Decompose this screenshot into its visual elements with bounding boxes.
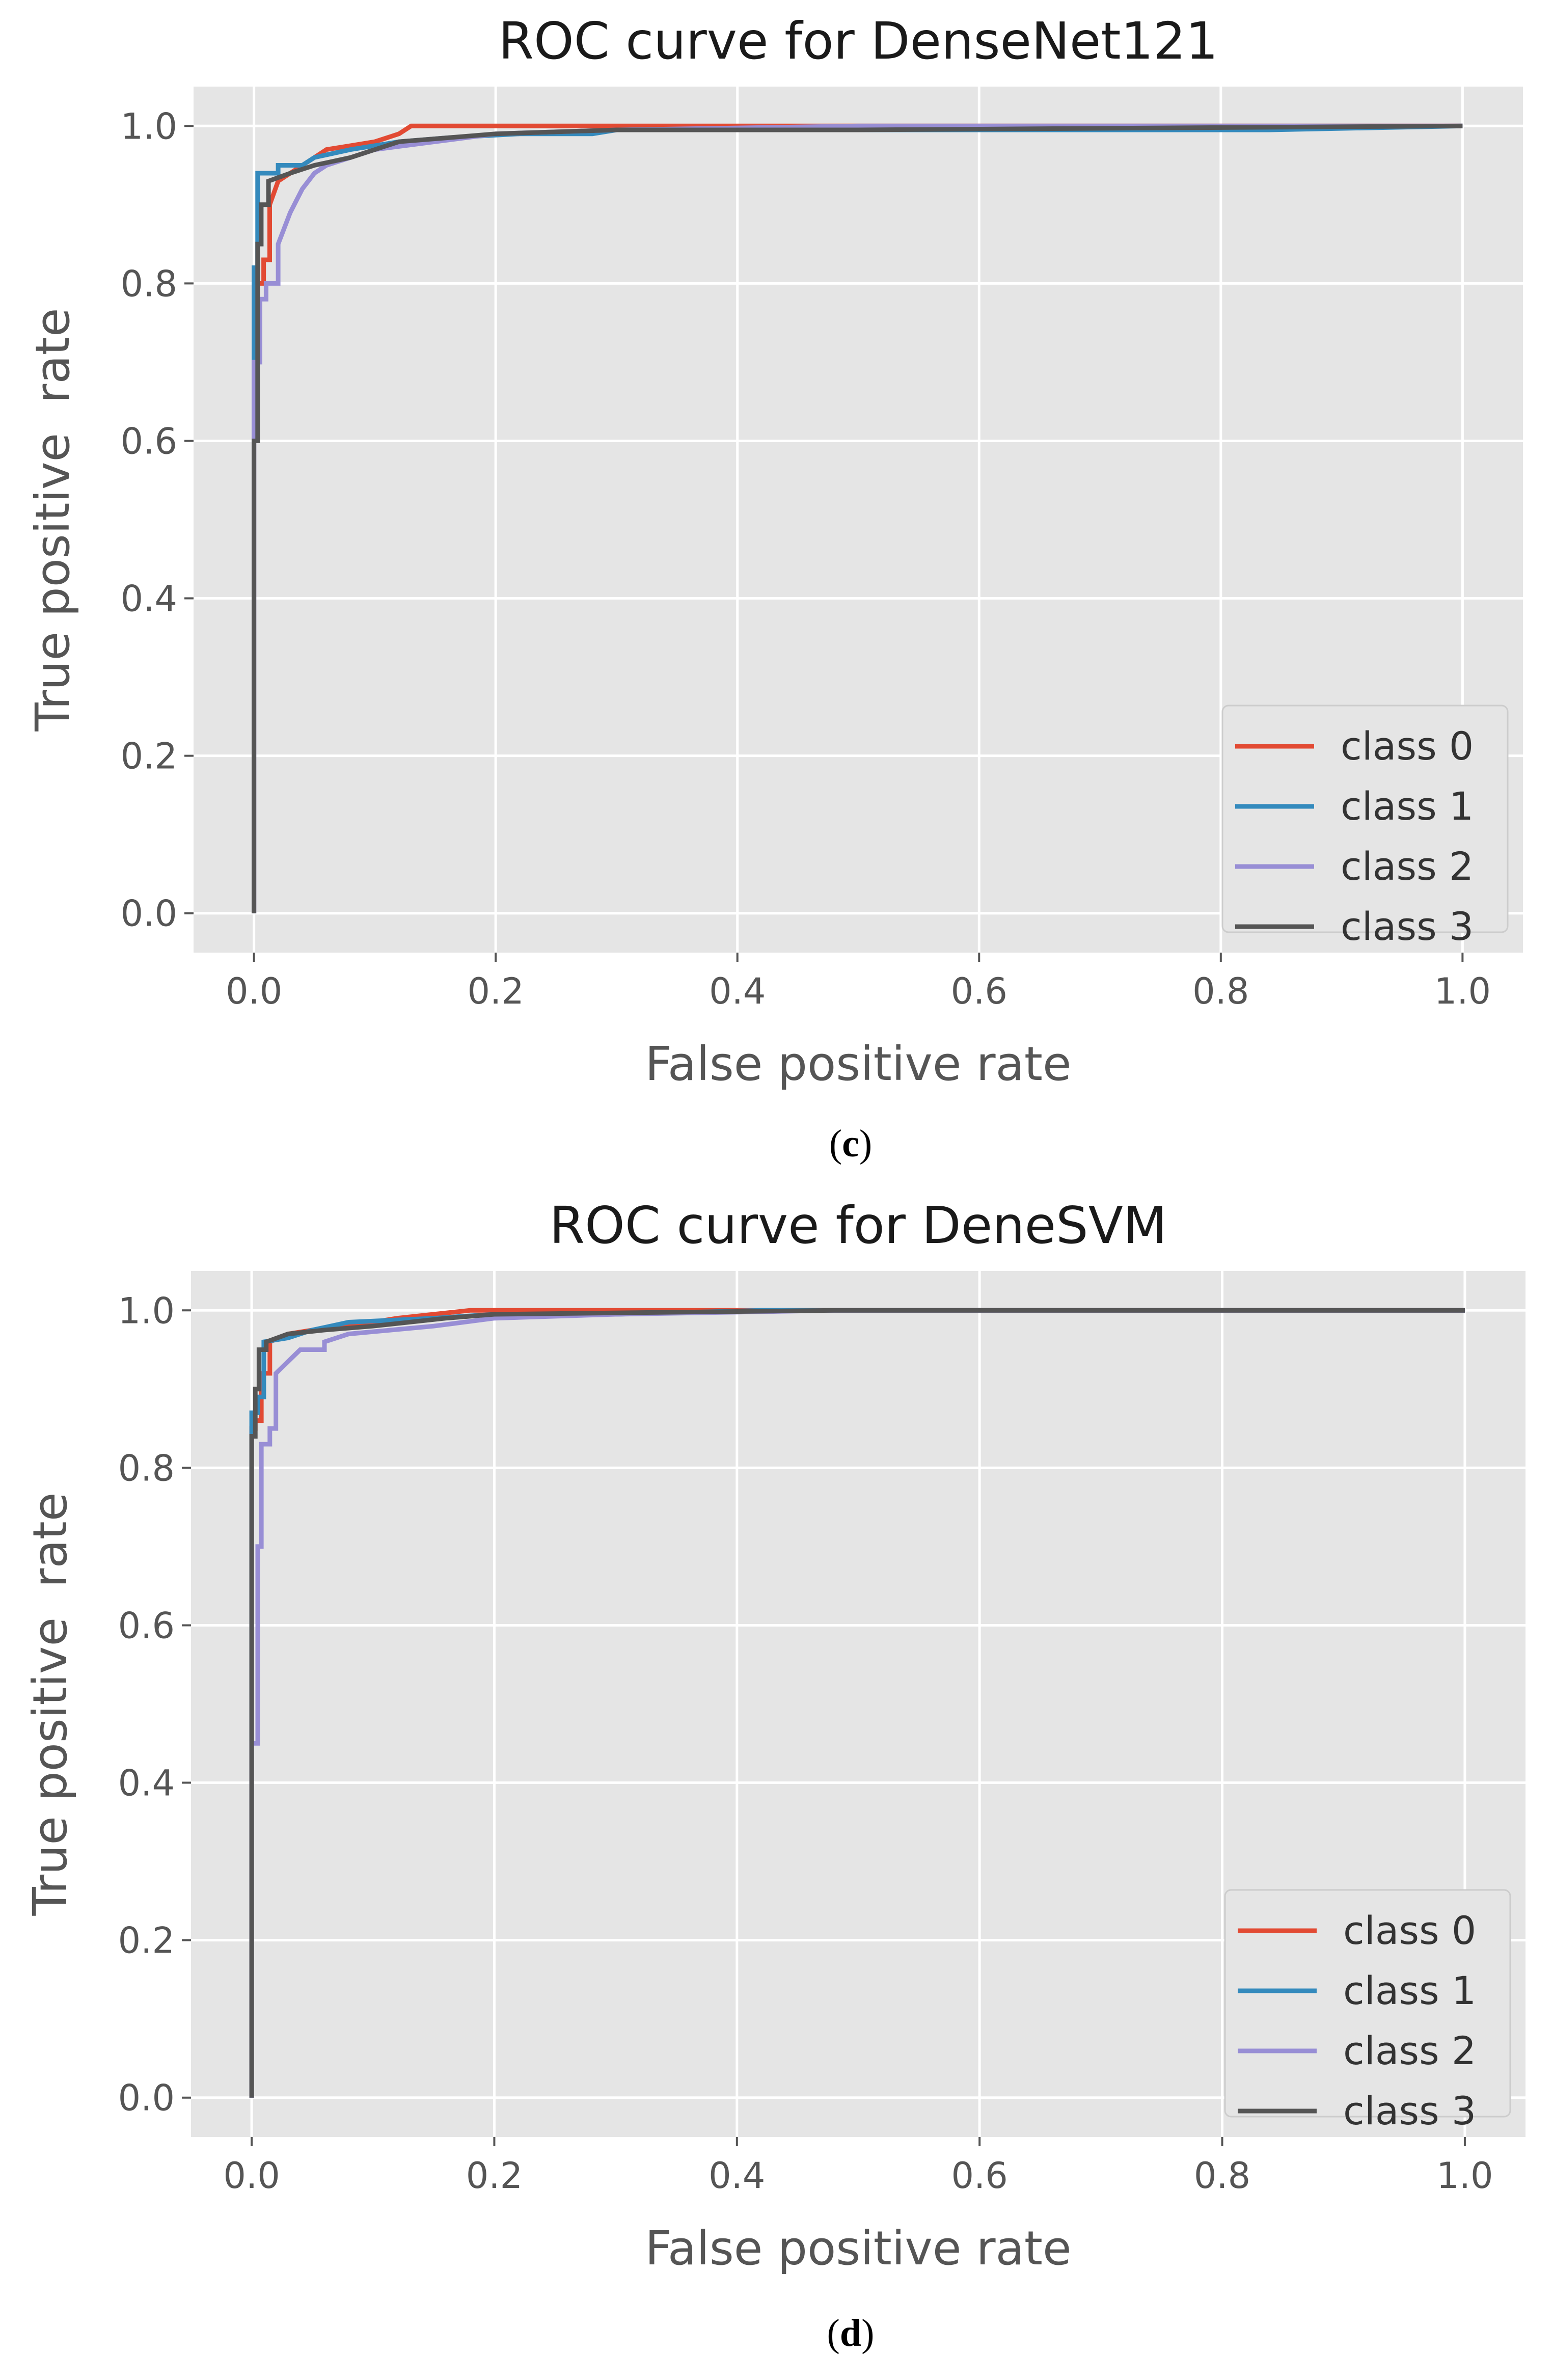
legend-label-class-2: class 2 [1341, 844, 1474, 889]
caption-letter: c [842, 1122, 859, 1165]
chart-title: ROC curve for DeneSVM [550, 1196, 1167, 1255]
x-tick-label: 0.4 [709, 970, 766, 1012]
y-tick-label: 0.0 [118, 2077, 175, 2119]
legend-label-class-1: class 1 [1343, 1968, 1476, 2013]
caption-open: ( [827, 2312, 840, 2355]
caption-open: ( [829, 1122, 842, 1165]
x-axis-label: False positive rate [645, 2221, 1071, 2276]
chart-panel-d: ROC curve for DeneSVM 0.0 0.2 0.4 0.6 0.8 1.0 0… [23, 1196, 1525, 2355]
legend-label-class-0: class 0 [1341, 723, 1474, 769]
x-tick-label: 0.0 [223, 2155, 280, 2197]
x-tick-label: 1.0 [1436, 2155, 1493, 2197]
y-tick-label: 1.0 [118, 1290, 175, 1332]
caption-close: ) [861, 2312, 874, 2355]
x-tick-label: 0.6 [951, 970, 1007, 1012]
legend-label-class-3: class 3 [1341, 904, 1474, 949]
x-tick-label: 0.4 [709, 2155, 765, 2197]
y-axis-label: True positive rate [25, 308, 80, 732]
y-tick-label: 0.8 [118, 1447, 175, 1489]
y-tick-label: 0.2 [118, 1920, 175, 1962]
x-axis-label: False positive rate [645, 1037, 1071, 1091]
legend: class 0 class 1 class 2 class 3 [1224, 1889, 1511, 2133]
roc-line-class-3 [249, 1308, 1465, 2098]
x-tick-label: 1.0 [1434, 970, 1491, 1012]
roc-line-class-2 [249, 1308, 1465, 2098]
legend: class 0 class 1 class 2 class 3 [1221, 705, 1509, 949]
legend-box [1224, 1889, 1511, 2118]
y-tick-label: 0.4 [121, 578, 177, 620]
panel-caption: (c) [829, 1122, 872, 1165]
y-tick-label: 0.0 [121, 893, 177, 935]
caption-letter: d [840, 2312, 861, 2355]
x-tick-label: 0.8 [1194, 2155, 1250, 2197]
chart-panel-c: ROC curve for DenseNet121 0.0 0.2 0.4 0.6 0.8… [25, 11, 1523, 1165]
y-tick-label: 0.6 [121, 420, 177, 462]
y-axis-label: True positive rate [23, 1493, 77, 1916]
legend-label-class-2: class 2 [1343, 2028, 1476, 2073]
y-tick-label: 0.8 [121, 263, 177, 305]
panel-caption: (d) [827, 2312, 875, 2355]
x-tick-label: 0.0 [226, 970, 282, 1012]
legend-label-class-1: class 1 [1341, 783, 1474, 829]
y-tick-label: 0.6 [118, 1605, 175, 1646]
legend-box [1221, 705, 1509, 933]
roc-line-class-3 [252, 123, 1463, 913]
y-tick-label: 0.4 [118, 1763, 175, 1804]
x-tick-label: 0.2 [466, 2155, 523, 2197]
y-tick-label: 1.0 [121, 105, 177, 147]
x-tick-label: 0.2 [468, 970, 524, 1012]
caption-close: ) [859, 1122, 872, 1165]
legend-label-class-3: class 3 [1343, 2088, 1476, 2133]
x-tick-label: 0.6 [951, 2155, 1008, 2197]
y-tick-label: 0.2 [121, 736, 177, 777]
chart-title: ROC curve for DenseNet121 [499, 11, 1218, 71]
legend-label-class-0: class 0 [1343, 1908, 1476, 1953]
x-tick-label: 0.8 [1192, 970, 1249, 1012]
